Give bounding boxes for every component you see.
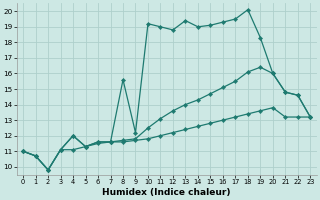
X-axis label: Humidex (Indice chaleur): Humidex (Indice chaleur) [102, 188, 231, 197]
